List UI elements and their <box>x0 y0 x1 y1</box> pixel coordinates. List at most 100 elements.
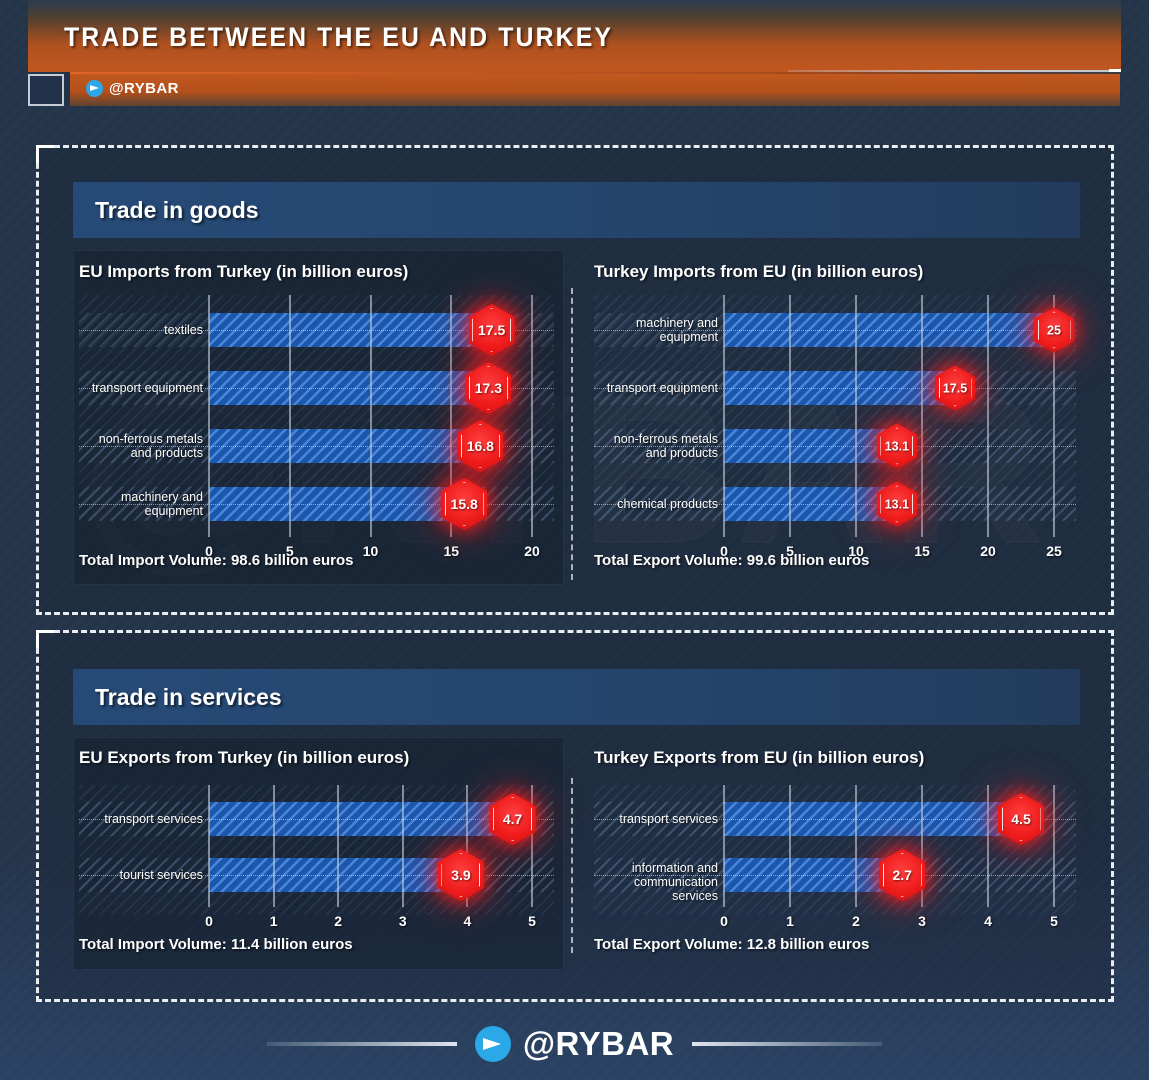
eu-imports-goods-plot: textiles transport equipment non-ferrous m… <box>79 295 554 559</box>
eu-exports-services-plot: transport services tourist services 0 1 2 3 4 5… <box>79 785 554 929</box>
axis-gridline <box>855 785 857 907</box>
channel-badge[interactable]: @RYBAR <box>86 80 179 97</box>
value-badge-label: 13.1 <box>884 439 910 453</box>
axis-tick-label: 10 <box>848 543 864 559</box>
bar-row-guideline <box>594 819 1076 820</box>
axis-gridline <box>723 785 725 907</box>
axis-gridline <box>723 295 725 537</box>
bar-category-label: transport services <box>104 812 203 826</box>
bar-row <box>594 858 1076 892</box>
bar-row <box>594 429 1076 463</box>
value-badge-label: 4.5 <box>1011 811 1031 827</box>
axis-tick-label: 10 <box>362 543 379 559</box>
axis-gridline <box>288 295 291 537</box>
axis-gridline <box>789 295 791 537</box>
value-badge-label: 15.8 <box>450 496 478 512</box>
axis-gridline <box>921 785 923 907</box>
value-badge: 4.5 <box>998 793 1044 845</box>
axis-gridline <box>208 295 210 537</box>
value-badge-label: 17.5 <box>478 322 506 338</box>
axis-gridline <box>921 295 923 537</box>
value-badge-label: 17.5 <box>942 381 968 395</box>
footer-channel-badge[interactable]: @RYBAR <box>457 1025 692 1063</box>
channel-strip: @RYBAR <box>28 72 1121 106</box>
bar-row <box>79 487 554 521</box>
bar-row <box>79 371 554 405</box>
axis-gridline <box>401 785 404 907</box>
services-section-banner: Trade in services <box>73 669 1080 725</box>
axis-tick-label: 2 <box>852 913 860 929</box>
axis-tick-label: 5 <box>1050 913 1058 929</box>
value-badge: 4.7 <box>489 793 536 845</box>
bar-category-label: tourist services <box>119 868 203 882</box>
value-badge: 16.8 <box>457 420 504 472</box>
axis-tick-label: 0 <box>720 913 728 929</box>
value-badge-label: 2.7 <box>892 867 912 883</box>
eu-imports-goods-panel <box>73 250 564 585</box>
bar-category-label: transport equipment <box>606 381 718 395</box>
bar-row-guideline <box>79 388 554 389</box>
services-charts-divider <box>571 778 573 953</box>
axis-tick-label: 4 <box>984 913 992 929</box>
bar-row-guideline <box>79 875 554 876</box>
footer-rule-left <box>266 1042 457 1046</box>
eu-imports-goods-total: Total Import Volume: 98.6 billion euros <box>79 552 354 569</box>
eu-exports-services-title: EU Exports from Turkey (in billion euros… <box>79 748 410 767</box>
axis-tick-label: 20 <box>980 543 996 559</box>
axis-gridline <box>987 785 989 907</box>
axis-gridline <box>531 785 533 907</box>
bar-row-guideline <box>79 330 554 331</box>
bar-row <box>594 487 1076 521</box>
axis-tick-label: 0 <box>205 543 213 559</box>
turkey-exports-services-total: Total Export Volume: 12.8 billion euros <box>594 936 870 953</box>
value-badge-label: 13.1 <box>884 497 910 511</box>
value-badge-outline <box>880 485 914 523</box>
axis-gridline <box>208 785 210 907</box>
axis-gridline <box>337 785 340 907</box>
strip-square-marker <box>28 74 64 106</box>
value-badge-label: 3.9 <box>451 867 471 883</box>
value-badge: 17.5 <box>468 304 515 356</box>
page-title: TRADE BETWEEN THE EU AND TURKEY <box>64 22 614 52</box>
bar-category-label: transport services <box>619 812 718 826</box>
axis-tick-label: 20 <box>524 543 540 559</box>
value-badge-outline <box>441 853 481 897</box>
axis-tick-label: 4 <box>463 913 472 929</box>
bar-category-label: machinery and equipment <box>121 490 203 518</box>
bar-row <box>594 313 1076 347</box>
value-badge-outline <box>938 369 972 407</box>
axis-tick-label: 1 <box>269 913 278 929</box>
value-badge: 13.1 <box>876 481 917 527</box>
bar-category-label: transport equipment <box>91 381 203 395</box>
axis-gridline <box>789 785 791 907</box>
axis-tick-label: 0 <box>720 543 728 559</box>
value-badge: 25 <box>1034 307 1074 353</box>
axis-tick-label: 3 <box>398 913 407 929</box>
axis-gridline <box>987 295 989 537</box>
turkey-imports-goods-total: Total Export Volume: 99.6 billion euros <box>594 552 870 569</box>
footer-rule-right <box>692 1042 883 1046</box>
bar-category-label: information and communication services <box>631 861 718 903</box>
services-section-title: Trade in services <box>95 683 282 710</box>
axis-tick-label: 1 <box>786 913 794 929</box>
bar-row-guideline <box>594 446 1076 447</box>
bar-row-guideline <box>79 819 554 820</box>
axis-tick-label: 15 <box>443 543 460 559</box>
telegram-icon <box>474 1026 511 1062</box>
value-badge: 3.9 <box>437 849 484 901</box>
header-rule-cap <box>1109 69 1121 72</box>
value-badge-outline <box>1037 311 1071 349</box>
value-badge-outline <box>1001 797 1041 841</box>
bar-category-label: textiles <box>164 323 203 337</box>
eu-exports-services-total: Total Import Volume: 11.4 billion euros <box>79 936 353 953</box>
strip-orange-band <box>70 74 1120 106</box>
strip-top-line <box>70 72 1120 75</box>
axis-gridline <box>466 785 469 907</box>
value-badge: 13.1 <box>876 423 917 469</box>
axis-tick-label: 3 <box>918 913 926 929</box>
axis-gridline <box>450 295 453 537</box>
goods-section-banner: Trade in goods <box>73 182 1080 238</box>
bar-row-guideline <box>594 388 1076 389</box>
